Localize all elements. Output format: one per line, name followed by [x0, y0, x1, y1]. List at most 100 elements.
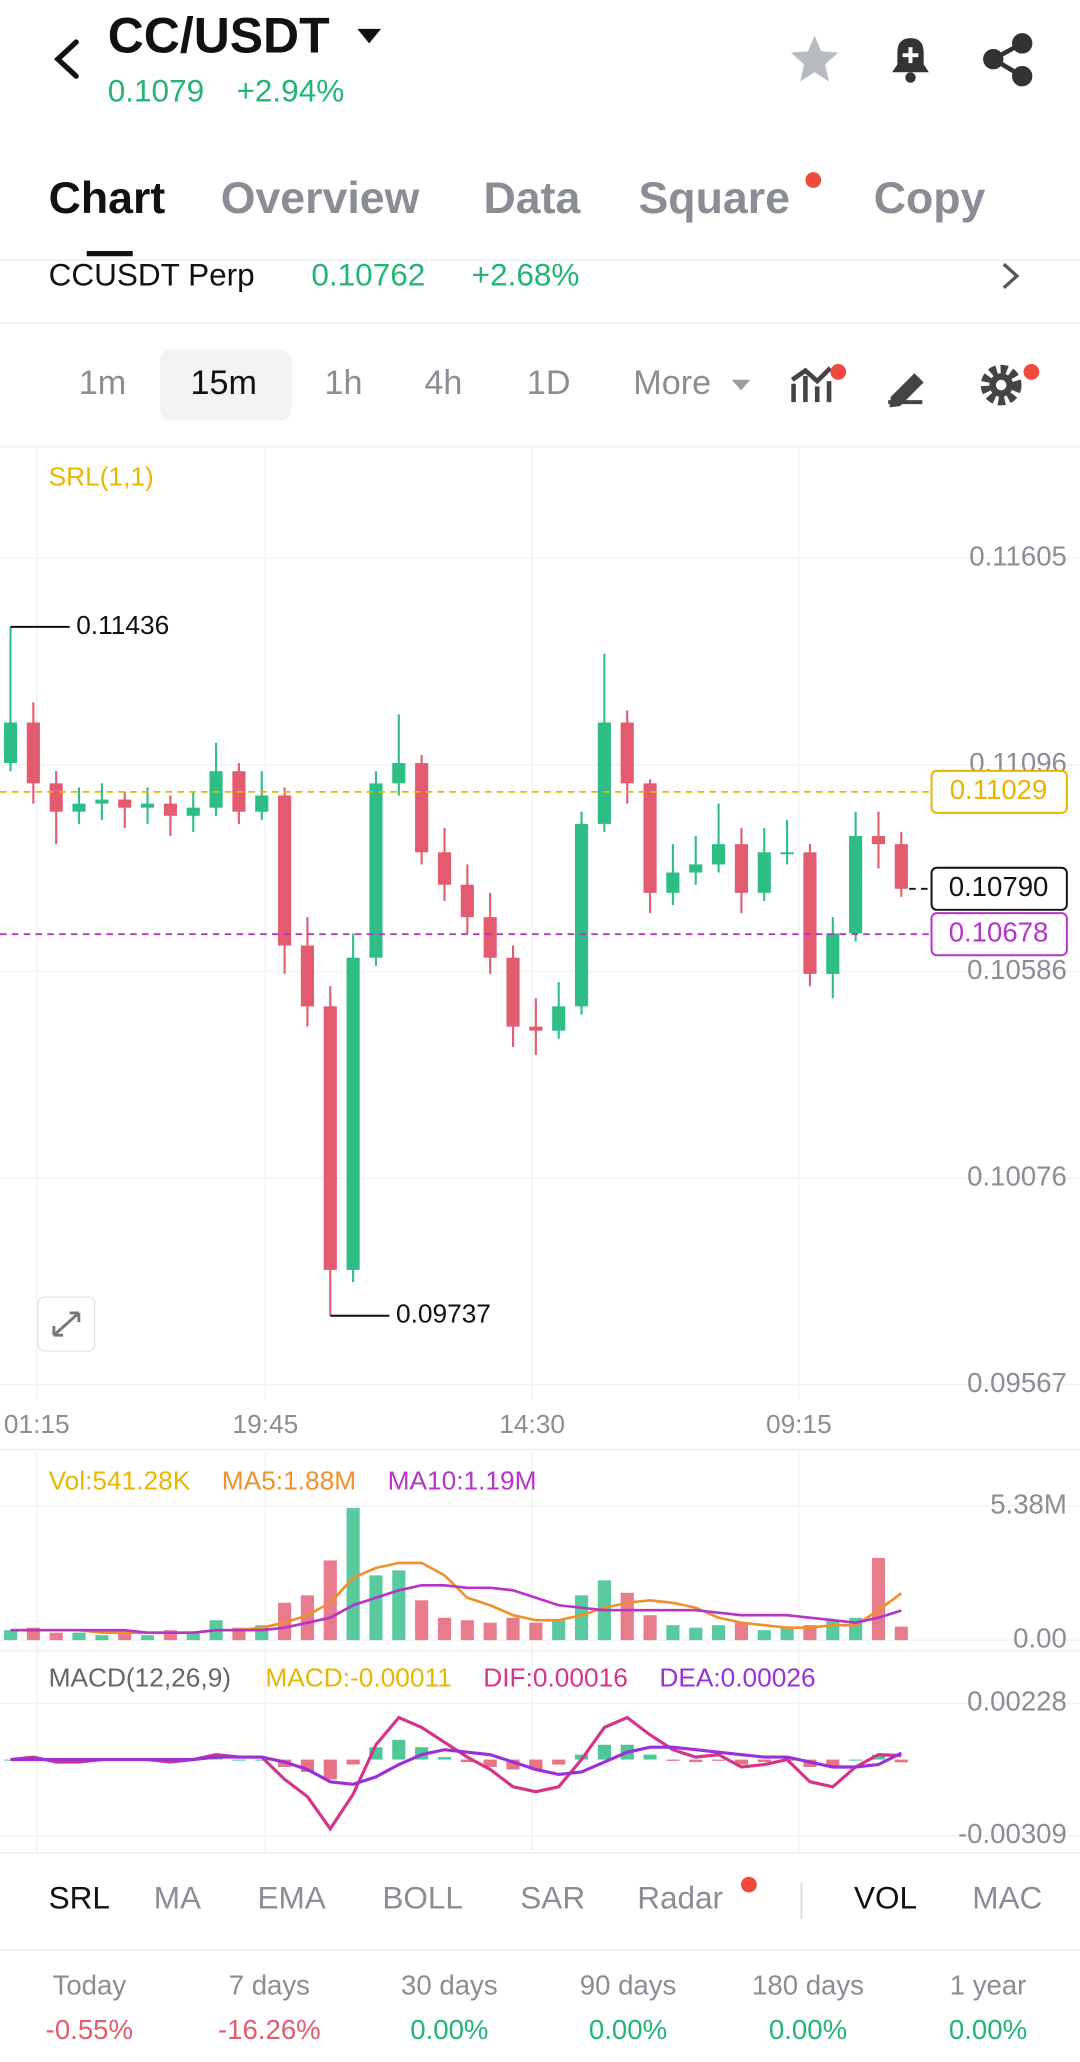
period-label: 7 days [229, 1969, 310, 2000]
volume-bar [437, 1617, 452, 1641]
expand-icon [52, 1311, 81, 1337]
period-label: 90 days [580, 1969, 677, 2000]
candle-body [437, 852, 452, 885]
price-tag [930, 912, 1068, 957]
indicator-line [10, 1584, 902, 1634]
indicator-tab[interactable]: BOLL [382, 1880, 463, 1916]
period-change: 0.00% [769, 2014, 847, 2045]
chart-area: 01:15 19:45 14:30 09:150.116050.110960.1058… [0, 446, 1080, 1854]
candle-body [72, 803, 86, 812]
favorite-icon[interactable] [790, 35, 839, 82]
macd-bar [346, 1759, 360, 1765]
candle-body [415, 763, 429, 853]
settings-icon[interactable] [980, 364, 1022, 406]
volume-bar [506, 1617, 520, 1641]
period-change: 0.00% [410, 2014, 488, 2045]
candle-body [643, 783, 657, 893]
back-button[interactable] [53, 39, 79, 79]
period-label: 30 days [401, 1969, 498, 2000]
macd-bar [666, 1759, 680, 1761]
interval[interactable]: 1D [527, 364, 571, 402]
legend-entry: MA5:1.88M [222, 1465, 356, 1495]
more-dropdown[interactable] [731, 379, 751, 391]
volume-bar [552, 1620, 566, 1641]
y-tick-label: 0.11605 [969, 541, 1067, 572]
volume-bar [529, 1622, 543, 1641]
volume-bar [369, 1575, 383, 1641]
price-tag [930, 866, 1068, 911]
candle-body [140, 803, 155, 808]
tab[interactable]: Copy [874, 174, 986, 223]
contract-arrow[interactable] [1002, 262, 1020, 290]
y-tick-label: 0.10076 [967, 1161, 1067, 1192]
legend-entry: DIF:0.00016 [483, 1662, 628, 1692]
indicator-tab[interactable]: MAC [972, 1880, 1042, 1916]
indicator-icon[interactable] [790, 366, 832, 403]
volume-bar [734, 1622, 748, 1641]
share-icon[interactable] [983, 33, 1033, 87]
volume-bar [483, 1622, 497, 1641]
volume-bar [620, 1592, 634, 1641]
candle-body [712, 844, 726, 865]
macd-bar [552, 1759, 566, 1765]
price-tag [930, 769, 1068, 814]
interval[interactable]: 4h [424, 364, 462, 402]
tab[interactable]: Overview [221, 174, 420, 223]
candle-body [3, 722, 18, 764]
indicator-tab[interactable]: EMA [258, 1880, 326, 1916]
interval[interactable]: 1h [325, 364, 363, 402]
interval[interactable]: 15m [191, 364, 257, 402]
volume-bar [712, 1625, 726, 1641]
macd-bar [849, 1759, 863, 1761]
pair-title[interactable]: CC/USDT [108, 8, 330, 64]
indicator-tab[interactable]: MA [154, 1880, 201, 1916]
candle-body [734, 844, 748, 893]
macd-bar [506, 1759, 520, 1770]
macd-bar [734, 1759, 748, 1765]
macd-bar [757, 1759, 771, 1763]
contract-name[interactable]: CCUSDT Perp [49, 257, 255, 293]
candle-body [209, 771, 223, 808]
indicator-tab[interactable]: SRL [49, 1880, 110, 1916]
macd-bar [529, 1759, 543, 1770]
volume-bar [163, 1630, 177, 1641]
y-tick-label: 5.38M [990, 1488, 1067, 1519]
macd-bar [255, 1759, 269, 1761]
candle-body [506, 957, 520, 1027]
period-change: -0.55% [46, 2014, 133, 2045]
alert-icon[interactable] [892, 38, 929, 83]
indicator-tab[interactable]: SAR [520, 1880, 585, 1916]
y-tick-label: 0.00 [1013, 1622, 1067, 1653]
x-tick-label: 14:30 [499, 1409, 565, 1439]
volume-bar [3, 1630, 18, 1641]
legend-entry: MA10:1.19M [388, 1465, 537, 1495]
indicator-tab[interactable]: Radar [637, 1880, 723, 1916]
interval[interactable]: More [633, 364, 711, 402]
low-label: 0.09737 [396, 1299, 491, 1329]
price-tag-label: 0.10790 [949, 871, 1049, 902]
volume-bar [871, 1557, 886, 1641]
y-tick-label: 0.00228 [967, 1685, 1067, 1716]
volume-bar [72, 1632, 86, 1641]
tab[interactable]: Chart [49, 174, 166, 223]
macd-bar [826, 1759, 840, 1767]
indicator-tab[interactable]: VOL [854, 1880, 917, 1916]
tab[interactable]: Data [484, 174, 582, 223]
candle-body [95, 799, 109, 804]
macd-bar [232, 1759, 246, 1761]
candle-body [460, 884, 474, 918]
interval[interactable]: 1m [79, 364, 126, 402]
volume-bar [186, 1632, 200, 1641]
tab[interactable]: Square [639, 174, 790, 223]
high-label: 0.11436 [76, 610, 169, 640]
legend-entry: MACD:-0.00011 [265, 1662, 451, 1692]
contract-change: +2.68% [472, 257, 580, 293]
legend-entry: DEA:0.00026 [659, 1662, 815, 1692]
notification-dot [830, 364, 847, 380]
draw-icon[interactable] [888, 373, 924, 408]
pair-dropdown[interactable] [357, 28, 382, 44]
volume-bar [140, 1635, 155, 1641]
contract-price: 0.10762 [311, 257, 425, 293]
